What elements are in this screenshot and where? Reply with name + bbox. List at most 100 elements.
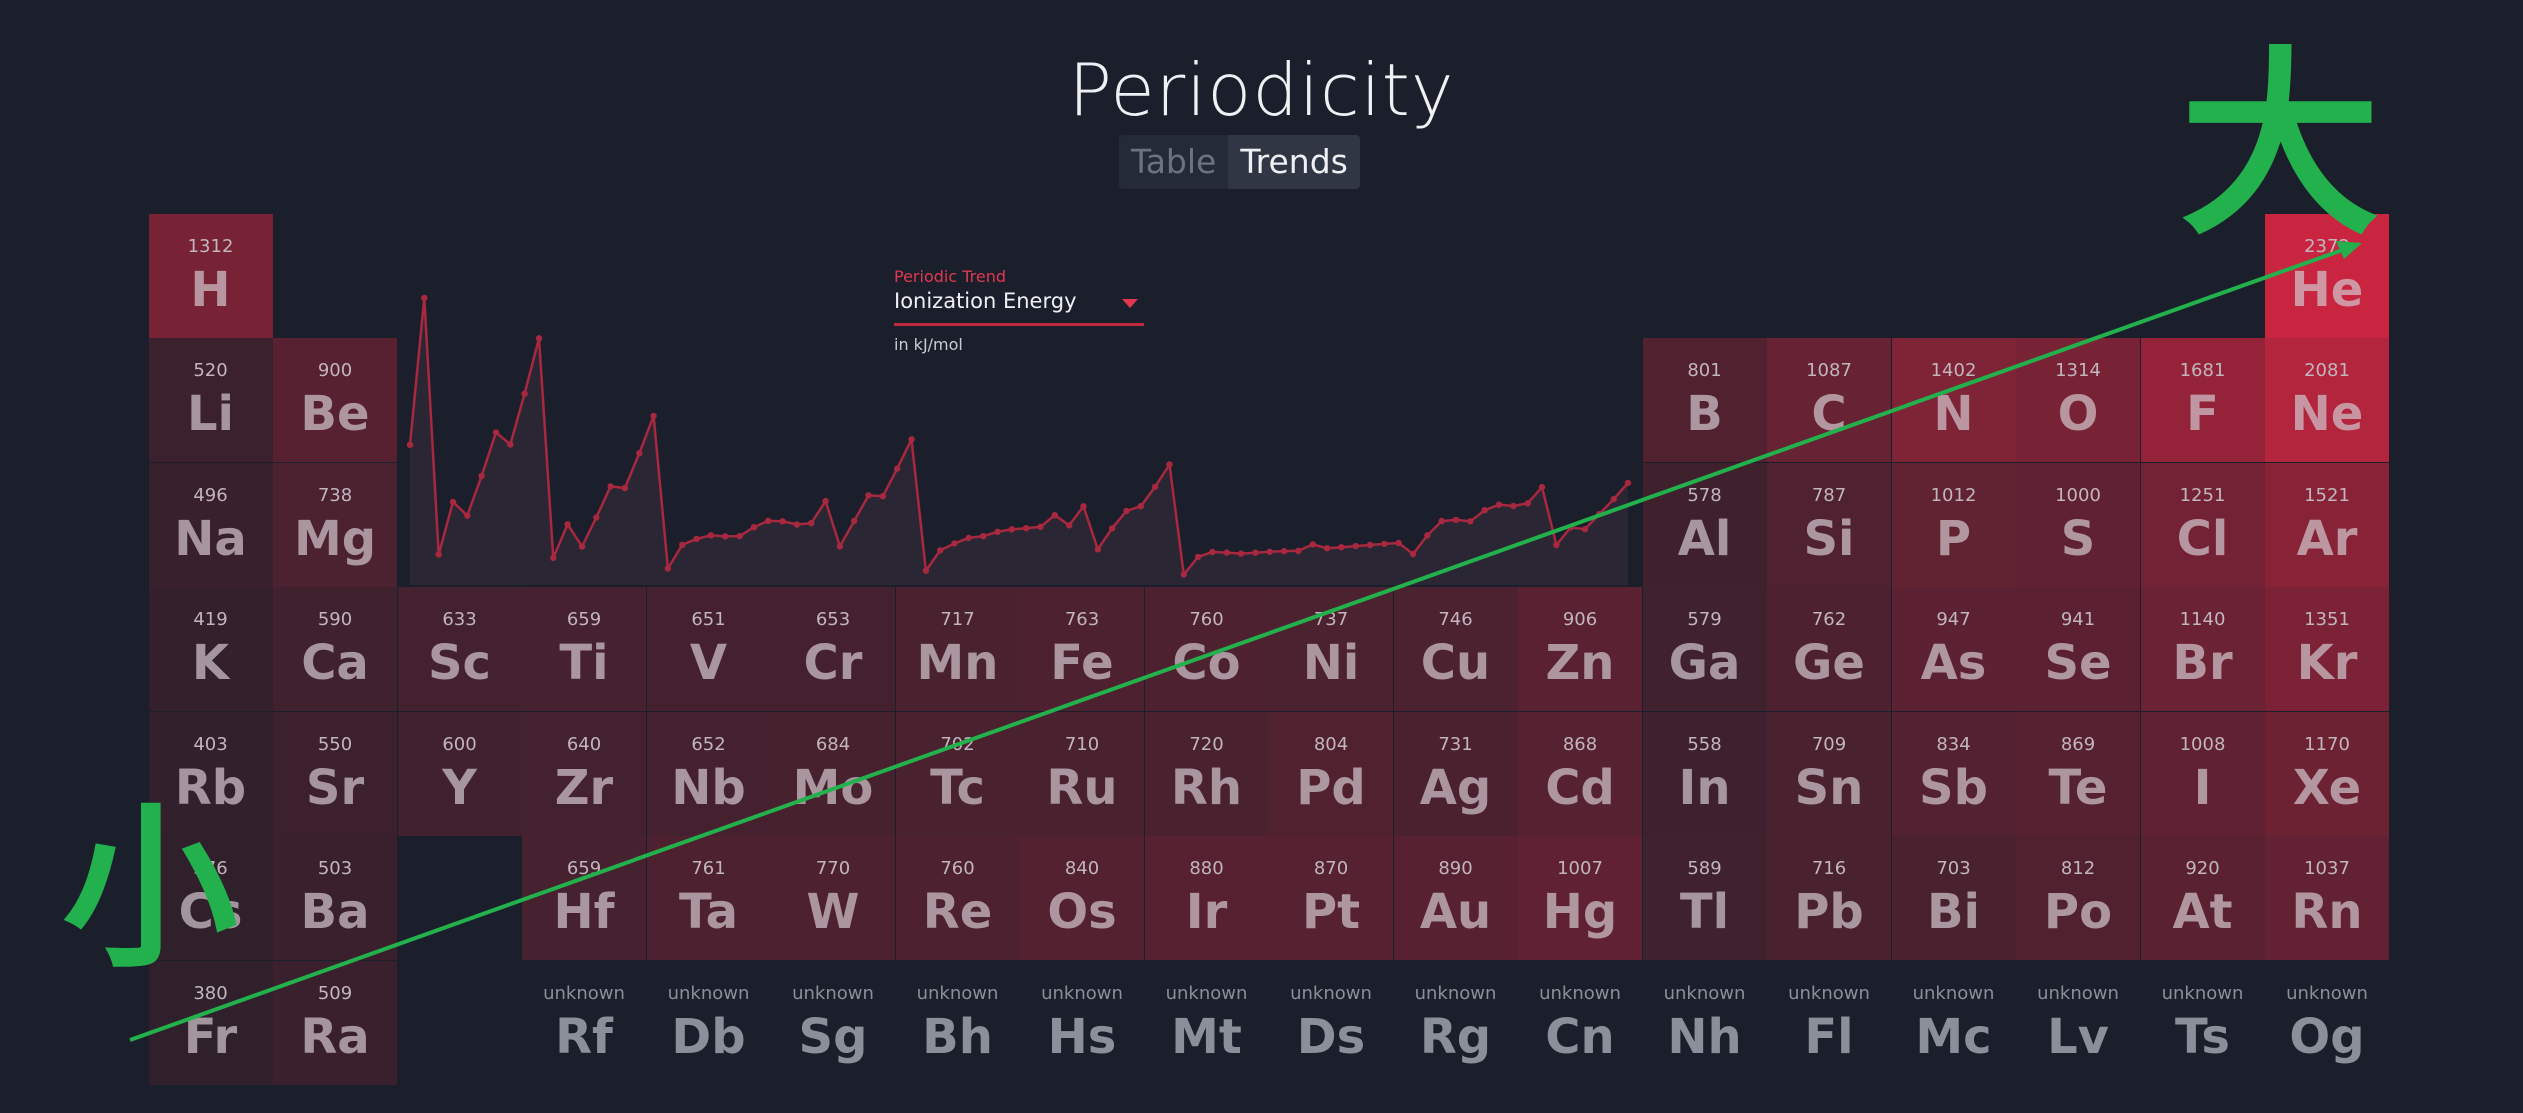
element-cell-lv[interactable]: unknown Lv bbox=[2016, 961, 2140, 1085]
element-cell-s[interactable]: 1000 S bbox=[2016, 462, 2140, 587]
element-cell-bi[interactable]: 703 Bi bbox=[1891, 836, 2016, 960]
element-cell-se[interactable]: 941 Se bbox=[2016, 587, 2140, 711]
element-cell-zn[interactable]: 906 Zn bbox=[1518, 587, 1642, 711]
element-cell-o[interactable]: 1314 O bbox=[2016, 338, 2140, 462]
annotation-small: 小 bbox=[63, 789, 238, 992]
trend-point bbox=[951, 540, 958, 547]
element-cell-pb[interactable]: 716 Pb bbox=[1767, 836, 1891, 960]
element-value: unknown bbox=[1165, 982, 1248, 1004]
element-cell-i[interactable]: 1008 I bbox=[2140, 711, 2265, 836]
element-cell-sb[interactable]: 834 Sb bbox=[1891, 711, 2016, 836]
element-cell-c[interactable]: 1087 C bbox=[1767, 338, 1891, 462]
element-cell-y[interactable]: 600 Y bbox=[397, 711, 522, 836]
element-cell-si[interactable]: 787 Si bbox=[1767, 462, 1891, 587]
element-cell-fe[interactable]: 763 Fe bbox=[1020, 587, 1144, 711]
element-cell-tl[interactable]: 589 Tl bbox=[1642, 836, 1767, 960]
element-cell-na[interactable]: 496 Na bbox=[148, 462, 273, 587]
element-cell-hf[interactable]: 659 Hf bbox=[522, 836, 646, 960]
element-cell-ru[interactable]: 710 Ru bbox=[1020, 711, 1144, 836]
element-cell-po[interactable]: 812 Po bbox=[2016, 836, 2140, 960]
element-cell-cd[interactable]: 868 Cd bbox=[1518, 711, 1642, 836]
element-cell-cs[interactable]: 376 Cs bbox=[148, 836, 273, 960]
element-cell-f[interactable]: 1681 F bbox=[2140, 338, 2265, 462]
element-cell-kr[interactable]: 1351 Kr bbox=[2265, 587, 2389, 711]
element-cell-rf[interactable]: unknown Rf bbox=[522, 961, 646, 1085]
element-cell-ta[interactable]: 761 Ta bbox=[646, 836, 771, 960]
element-cell-nh[interactable]: unknown Nh bbox=[1643, 961, 1767, 1085]
element-cell-og[interactable]: unknown Og bbox=[2265, 961, 2389, 1085]
element-cell-te[interactable]: 869 Te bbox=[2016, 711, 2140, 836]
element-cell-v[interactable]: 651 V bbox=[646, 587, 771, 711]
element-cell-in[interactable]: 558 In bbox=[1642, 711, 1767, 836]
element-cell-ba[interactable]: 503 Ba bbox=[273, 836, 397, 960]
element-cell-fl[interactable]: unknown Fl bbox=[1767, 961, 1891, 1085]
element-cell-be[interactable]: 900 Be bbox=[273, 338, 397, 462]
element-cell-ra[interactable]: 509 Ra bbox=[273, 960, 397, 1085]
element-value: 840 bbox=[1064, 858, 1100, 879]
element-cell-sn[interactable]: 709 Sn bbox=[1767, 711, 1891, 836]
tab-trends[interactable]: Trends bbox=[1228, 135, 1360, 189]
element-cell-hs[interactable]: unknown Hs bbox=[1020, 961, 1144, 1085]
element-cell-cr[interactable]: 653 Cr bbox=[771, 587, 895, 711]
element-cell-b[interactable]: 801 B bbox=[1642, 338, 1767, 462]
element-cell-br[interactable]: 1140 Br bbox=[2140, 587, 2265, 711]
element-cell-ne[interactable]: 2081 Ne bbox=[2265, 338, 2389, 462]
element-cell-rh[interactable]: 720 Rh bbox=[1144, 711, 1269, 836]
element-cell-k[interactable]: 419 K bbox=[148, 587, 273, 711]
element-cell-p[interactable]: 1012 P bbox=[1891, 462, 2016, 587]
element-cell-bh[interactable]: unknown Bh bbox=[896, 961, 1020, 1085]
element-cell-at[interactable]: 920 At bbox=[2140, 836, 2265, 960]
element-cell-al[interactable]: 578 Al bbox=[1642, 462, 1767, 587]
element-cell-ar[interactable]: 1521 Ar bbox=[2265, 462, 2389, 587]
element-value: 1251 bbox=[2179, 484, 2226, 506]
element-cell-ge[interactable]: 762 Ge bbox=[1767, 587, 1891, 711]
element-cell-cn[interactable]: unknown Cn bbox=[1518, 961, 1642, 1085]
element-cell-ds[interactable]: unknown Ds bbox=[1269, 961, 1393, 1085]
element-cell-ca[interactable]: 590 Ca bbox=[273, 587, 397, 711]
element-cell-pd[interactable]: 804 Pd bbox=[1269, 711, 1393, 836]
element-cell-os[interactable]: 840 Os bbox=[1020, 836, 1144, 960]
element-cell-re[interactable]: 760 Re bbox=[895, 836, 1020, 960]
element-cell-ag[interactable]: 731 Ag bbox=[1393, 711, 1518, 836]
element-cell-li[interactable]: 520 Li bbox=[148, 338, 273, 462]
element-cell-rb[interactable]: 403 Rb bbox=[148, 711, 273, 836]
element-cell-sr[interactable]: 550 Sr bbox=[273, 711, 397, 836]
element-cell-h[interactable]: 1312 H bbox=[148, 213, 273, 338]
element-cell-co[interactable]: 760 Co bbox=[1144, 587, 1269, 711]
element-cell-n[interactable]: 1402 N bbox=[1891, 338, 2016, 462]
element-symbol: Sb bbox=[1919, 759, 1988, 816]
element-cell-au[interactable]: 890 Au bbox=[1393, 836, 1518, 960]
element-cell-cl[interactable]: 1251 Cl bbox=[2140, 462, 2265, 587]
element-cell-pt[interactable]: 870 Pt bbox=[1269, 836, 1393, 960]
element-cell-mt[interactable]: unknown Mt bbox=[1145, 961, 1269, 1085]
element-cell-sc[interactable]: 633 Sc bbox=[397, 587, 522, 711]
element-cell-mn[interactable]: 717 Mn bbox=[895, 587, 1020, 711]
element-cell-ir[interactable]: 880 Ir bbox=[1144, 836, 1269, 960]
element-cell-rn[interactable]: 1037 Rn bbox=[2265, 836, 2389, 960]
element-cell-zr[interactable]: 640 Zr bbox=[522, 711, 646, 836]
element-value: 746 bbox=[1438, 609, 1473, 630]
element-cell-xe[interactable]: 1170 Xe bbox=[2265, 711, 2389, 836]
periodic-trend-dropdown[interactable]: Periodic Trend Ionization Energy bbox=[894, 267, 1144, 326]
element-cell-db[interactable]: unknown Db bbox=[647, 961, 771, 1085]
element-cell-hg[interactable]: 1007 Hg bbox=[1518, 836, 1642, 960]
element-value: 503 bbox=[317, 858, 353, 879]
element-symbol: In bbox=[1678, 759, 1731, 816]
element-cell-mc[interactable]: unknown Mc bbox=[1892, 961, 2016, 1085]
element-cell-w[interactable]: 770 W bbox=[771, 836, 895, 960]
element-cell-tc[interactable]: 702Tc bbox=[895, 711, 1020, 836]
element-cell-ga[interactable]: 579 Ga bbox=[1642, 587, 1767, 711]
element-cell-as[interactable]: 947 As bbox=[1891, 587, 2016, 711]
element-cell-cu[interactable]: 746 Cu bbox=[1393, 587, 1518, 711]
element-cell-rg[interactable]: unknown Rg bbox=[1394, 961, 1518, 1085]
tab-table[interactable]: Table bbox=[1131, 142, 1217, 181]
element-cell-ni[interactable]: 737 Ni bbox=[1269, 587, 1393, 711]
element-cell-sg[interactable]: unknown Sg bbox=[771, 961, 895, 1085]
element-value: 589 bbox=[1687, 858, 1722, 879]
element-cell-mo[interactable]: 684Mo bbox=[771, 711, 895, 836]
element-cell-nb[interactable]: 652 Nb bbox=[646, 711, 771, 836]
element-cell-ts[interactable]: unknown Ts bbox=[2141, 961, 2265, 1085]
element-cell-ti[interactable]: 659 Ti bbox=[522, 587, 646, 711]
element-cell-mg[interactable]: 738 Mg bbox=[273, 462, 397, 587]
element-cell-he[interactable]: 2372 He bbox=[2265, 213, 2389, 338]
